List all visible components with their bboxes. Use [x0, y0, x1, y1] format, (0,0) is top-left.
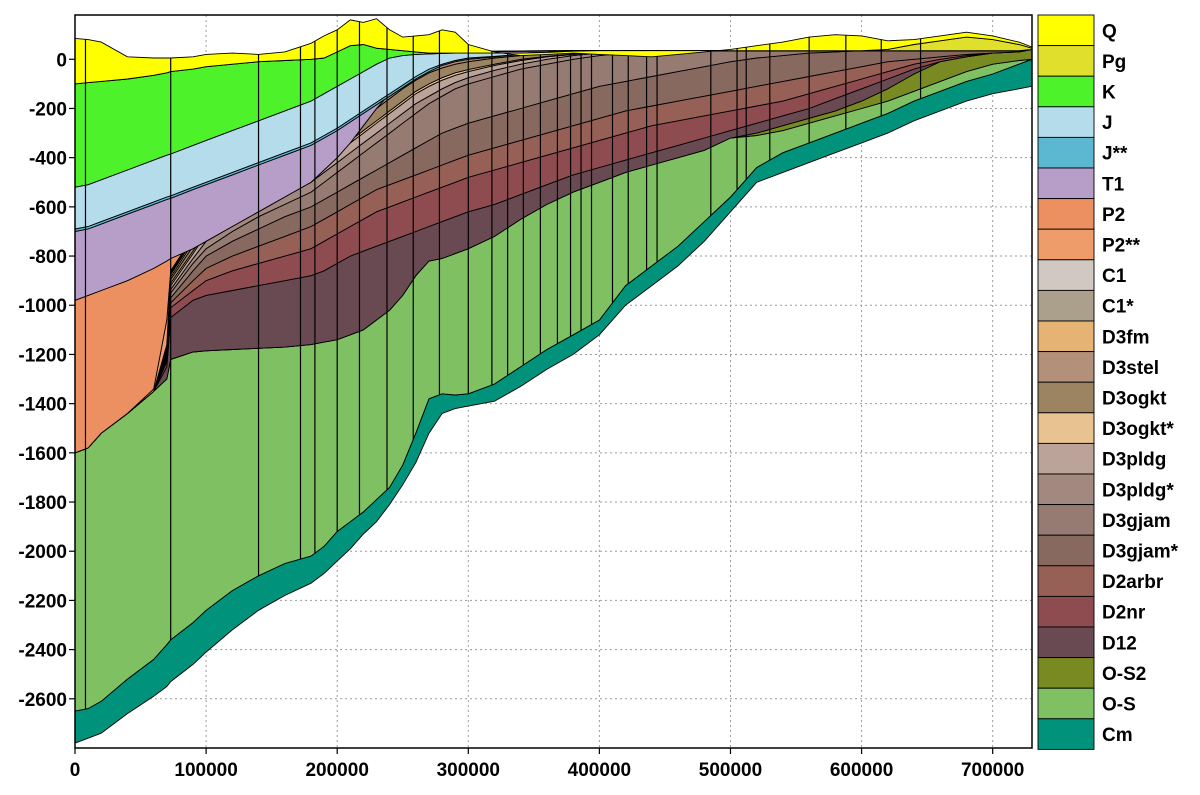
- legend-label: Cm: [1102, 725, 1133, 746]
- legend-swatch: [1037, 626, 1095, 659]
- y-tick-label: -400: [29, 149, 67, 170]
- y-tick-label: -1400: [18, 395, 67, 416]
- legend-swatch: [1037, 45, 1095, 77]
- y-tick-label: -2400: [18, 641, 67, 662]
- legend-swatch: [1037, 351, 1095, 383]
- legend-swatch: [1037, 718, 1095, 750]
- y-tick-label: -800: [29, 247, 67, 268]
- legend-label: J**: [1102, 144, 1128, 165]
- y-tick-label: -1000: [18, 296, 67, 317]
- legend-swatch: [1037, 687, 1095, 720]
- legend-swatch: [1037, 412, 1095, 444]
- legend-swatch: [1037, 136, 1095, 169]
- legend-swatch: [1037, 504, 1095, 536]
- y-tick-label: -1800: [18, 493, 67, 514]
- legend: Q Pg KJ J** T1 P2 P2** C1 C1* D3fm D3stel D3ogkt D3o…: [1037, 14, 1179, 750]
- legend-label: K: [1102, 83, 1116, 104]
- wells: [84, 21, 922, 710]
- legend-label: D2arbr: [1102, 572, 1164, 593]
- x-tick-label: 400000: [568, 760, 631, 781]
- plot-frame: [74, 14, 1033, 749]
- legend-swatch: [1037, 167, 1095, 200]
- legend-swatch: [1037, 198, 1095, 230]
- y-tick-label: -2000: [18, 542, 67, 563]
- legend-swatch: [1037, 320, 1095, 353]
- legend-label: D2nr: [1102, 603, 1146, 624]
- y-tick-label: -1600: [18, 444, 67, 465]
- x-tick-label: 200000: [305, 760, 368, 781]
- legend-swatch: [1037, 259, 1095, 291]
- legend-label: D12: [1102, 633, 1137, 654]
- legend-label: D3gjam: [1102, 511, 1171, 532]
- y-tick-label: -1200: [18, 345, 67, 366]
- legend-swatch: [1037, 75, 1095, 108]
- legend-label: C1*: [1102, 297, 1134, 318]
- legend-label: D3pldg*: [1102, 480, 1174, 501]
- legend-label: O-S: [1102, 695, 1136, 716]
- legend-swatch: [1037, 595, 1095, 628]
- legend-swatch: [1037, 442, 1095, 475]
- y-tick-label: 0: [56, 50, 67, 71]
- legend-label: Q: [1102, 21, 1117, 42]
- x-tick-label: 0: [70, 760, 81, 781]
- y-axis-ticks: 0 -200 -400 -600 -800 -1000 -1200 -1400 -1600 -18…: [18, 50, 75, 711]
- legend-label: D3stel: [1102, 358, 1159, 379]
- x-tick-label: 600000: [830, 760, 893, 781]
- legend-swatch: [1037, 473, 1095, 506]
- legend-swatch: [1037, 657, 1095, 689]
- x-tick-label: 700000: [961, 760, 1024, 781]
- y-tick-label: -2200: [18, 591, 67, 612]
- legend-label: T1: [1102, 174, 1125, 195]
- x-tick-label: 300000: [437, 760, 500, 781]
- y-tick-label: -200: [29, 99, 67, 120]
- x-tick-label: 500000: [699, 760, 762, 781]
- legend-label: D3gjam*: [1102, 542, 1179, 563]
- stratigraphic-layers: [74, 18, 1033, 744]
- legend-label: J: [1102, 113, 1113, 134]
- legend-label: C1: [1102, 266, 1127, 287]
- legend-label: D3pldg: [1102, 450, 1166, 471]
- x-tick-label: 100000: [174, 760, 237, 781]
- y-tick-label: -600: [29, 198, 67, 219]
- legend-label: O-S2: [1102, 664, 1146, 685]
- legend-swatch: [1037, 228, 1095, 261]
- legend-swatch: [1037, 14, 1095, 47]
- y-tick-label: -2600: [18, 690, 67, 711]
- legend-swatch: [1037, 106, 1095, 138]
- legend-swatch: [1037, 289, 1095, 322]
- legend-label: D3ogkt: [1102, 389, 1167, 410]
- legend-label: P2: [1102, 205, 1125, 226]
- legend-label: D3fm: [1102, 327, 1150, 348]
- x-axis-ticks: 0 100000 200000 300000 400000 500000 600000 700…: [70, 748, 1024, 781]
- legend-label: Pg: [1102, 52, 1126, 73]
- legend-label: P2**: [1102, 236, 1141, 257]
- legend-swatch: [1037, 381, 1095, 414]
- legend-swatch: [1037, 534, 1095, 567]
- legend-label: D3ogkt*: [1102, 419, 1174, 440]
- legend-swatch: [1037, 565, 1095, 597]
